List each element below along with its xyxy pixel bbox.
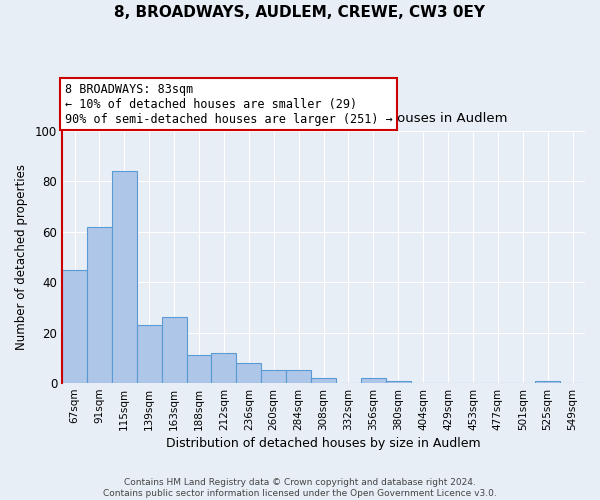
Bar bbox=[87, 226, 112, 383]
Bar bbox=[187, 356, 211, 383]
X-axis label: Distribution of detached houses by size in Audlem: Distribution of detached houses by size … bbox=[166, 437, 481, 450]
Bar bbox=[361, 378, 386, 383]
Title: Size of property relative to detached houses in Audlem: Size of property relative to detached ho… bbox=[139, 112, 508, 126]
Bar bbox=[62, 270, 87, 383]
Bar bbox=[137, 325, 161, 383]
Bar bbox=[261, 370, 286, 383]
Bar bbox=[236, 363, 261, 383]
Bar bbox=[211, 353, 236, 383]
Bar bbox=[286, 370, 311, 383]
Bar bbox=[535, 380, 560, 383]
Y-axis label: Number of detached properties: Number of detached properties bbox=[15, 164, 28, 350]
Text: 8, BROADWAYS, AUDLEM, CREWE, CW3 0EY: 8, BROADWAYS, AUDLEM, CREWE, CW3 0EY bbox=[115, 5, 485, 20]
Bar bbox=[112, 171, 137, 383]
Text: 8 BROADWAYS: 83sqm
← 10% of detached houses are smaller (29)
90% of semi-detache: 8 BROADWAYS: 83sqm ← 10% of detached hou… bbox=[65, 82, 392, 126]
Bar bbox=[161, 318, 187, 383]
Bar bbox=[311, 378, 336, 383]
Text: Contains HM Land Registry data © Crown copyright and database right 2024.
Contai: Contains HM Land Registry data © Crown c… bbox=[103, 478, 497, 498]
Bar bbox=[386, 380, 410, 383]
